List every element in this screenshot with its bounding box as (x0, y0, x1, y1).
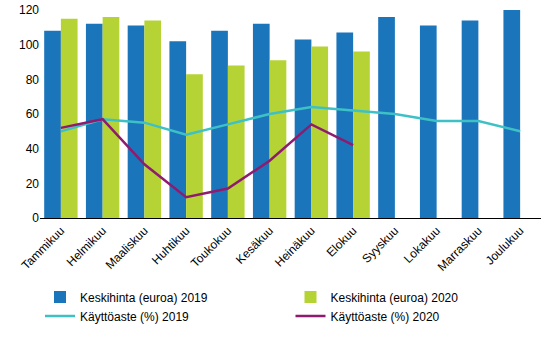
svg-text:20: 20 (26, 177, 40, 191)
svg-text:Toukokuu: Toukokuu (188, 224, 234, 270)
svg-text:120: 120 (19, 3, 39, 17)
svg-text:Marraskuu: Marraskuu (435, 224, 485, 274)
svg-text:Joulukuu: Joulukuu (483, 224, 527, 268)
svg-text:Keskihinta (euroa) 2019: Keskihinta (euroa) 2019 (80, 291, 208, 305)
svg-text:0: 0 (32, 211, 39, 225)
svg-text:Helmikuu: Helmikuu (64, 224, 109, 269)
svg-text:Syyskuu: Syyskuu (359, 224, 401, 266)
svg-text:40: 40 (26, 142, 40, 156)
svg-text:60: 60 (26, 107, 40, 121)
svg-text:Lokakuu: Lokakuu (401, 224, 443, 266)
svg-text:Tammikuu: Tammikuu (19, 224, 68, 273)
svg-text:Elokuu: Elokuu (324, 224, 360, 260)
svg-text:Kesäkuu: Kesäkuu (233, 224, 276, 267)
svg-text:Maaliskuu: Maaliskuu (103, 224, 151, 272)
svg-text:100: 100 (19, 38, 39, 52)
svg-text:Käyttöaste (%) 2020: Käyttöaste (%) 2020 (331, 310, 440, 324)
svg-text:Huhtikuu: Huhtikuu (149, 224, 192, 267)
svg-text:Keskihinta (euroa) 2020: Keskihinta (euroa) 2020 (331, 291, 459, 305)
svg-text:Käyttöaste (%) 2019: Käyttöaste (%) 2019 (80, 310, 189, 324)
svg-text:Heinäkuu: Heinäkuu (272, 224, 318, 270)
svg-text:80: 80 (26, 73, 40, 87)
